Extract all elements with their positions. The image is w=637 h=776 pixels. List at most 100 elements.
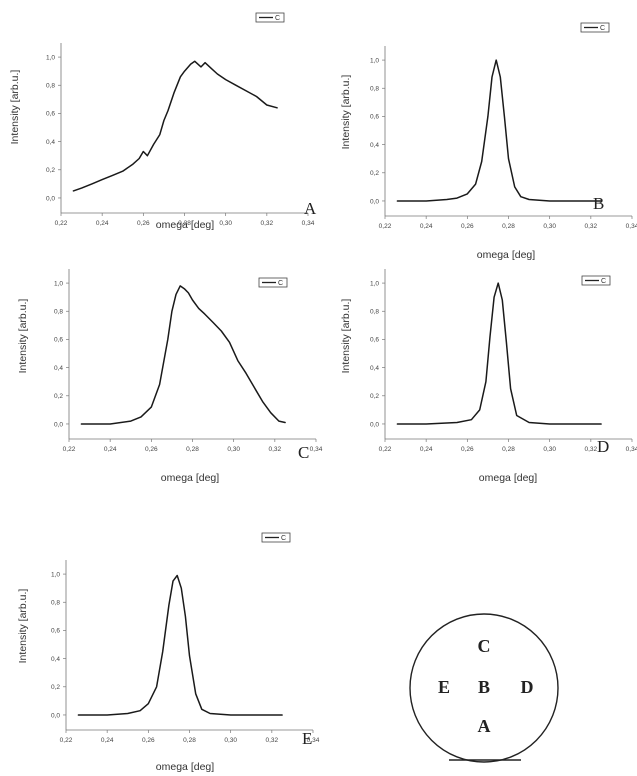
panel-label-d: D xyxy=(597,437,609,456)
y-tick-label: 0,4 xyxy=(51,656,60,663)
x-tick-label: 0,24 xyxy=(420,446,433,453)
y-tick-label: 0,0 xyxy=(51,712,60,719)
y-tick-label: 0,2 xyxy=(54,393,63,400)
x-tick-label: 0,22 xyxy=(63,446,76,453)
y-tick-label: 0,4 xyxy=(370,365,379,372)
panel-label-e: E xyxy=(302,729,312,748)
legend-text: C xyxy=(601,278,606,285)
wafer-label-bottom: A xyxy=(478,716,491,736)
panel-d: 0,22 0,24 0,26 0,28 0,30 0,32 0,34 0,0 0,2 0,4 0,6… xyxy=(340,269,637,484)
y-tick-label: 1,0 xyxy=(54,280,63,287)
y-tick-label: 0,6 xyxy=(46,111,55,118)
legend: C xyxy=(258,277,288,288)
x-tick-label: 0,30 xyxy=(219,220,232,227)
y-tick-label: 0,6 xyxy=(370,337,379,344)
x-tick-label: 0,30 xyxy=(224,737,237,744)
series-line-a xyxy=(72,60,278,192)
x-tick-label: 0,34 xyxy=(626,223,637,230)
x-tick-label: 0,28 xyxy=(186,446,199,453)
x-tick-label: 0,34 xyxy=(310,446,323,453)
wafer-label-left: E xyxy=(438,677,450,697)
x-tick-label: 0,32 xyxy=(585,446,598,453)
y-tick-label: 1,0 xyxy=(46,54,55,61)
x-tick-label: 0,32 xyxy=(269,446,282,453)
x-tick-label: 0,22 xyxy=(55,220,68,227)
panel-e: 0,22 0,24 0,26 0,28 0,30 0,32 0,34 0,0 0,2 0,4 0,6… xyxy=(17,532,320,773)
legend: C xyxy=(580,22,610,33)
y-tick-label: 0,6 xyxy=(370,114,379,121)
x-tick-label: 0,30 xyxy=(543,446,556,453)
x-tick-label: 0,32 xyxy=(261,220,274,227)
x-axis-label: omega [deg] xyxy=(156,761,214,773)
x-tick-label: 0,30 xyxy=(227,446,240,453)
y-tick-label: 0,6 xyxy=(54,337,63,344)
series-line-d xyxy=(396,282,602,425)
x-tick-label: 0,22 xyxy=(379,223,392,230)
legend-text: C xyxy=(281,535,286,542)
x-tick-label: 0,34 xyxy=(626,446,637,453)
x-tick-label: 0,24 xyxy=(96,220,109,227)
x-tick-label: 0,24 xyxy=(104,446,117,453)
x-axis-label: omega [deg] xyxy=(161,472,219,484)
x-axis-label: omega [deg] xyxy=(156,219,214,231)
y-tick-label: 0,2 xyxy=(51,684,60,691)
wafer-map: C E B D A xyxy=(409,613,559,763)
x-tick-label: 0,34 xyxy=(302,220,315,227)
y-axis-label: Intensity [arb.u.] xyxy=(340,75,352,150)
panel-b: 0,22 0,24 0,26 0,28 0,30 0,32 0,34 0,0 0,2 0,4 0,6… xyxy=(340,22,637,261)
x-tick-label: 0,28 xyxy=(502,446,515,453)
panel-a: 0,22 0,24 0,26 0,28 0,30 0,32 0,34 0,0 0,2 0,4 0,6… xyxy=(9,12,317,231)
y-tick-label: 0,2 xyxy=(370,393,379,400)
y-tick-label: 0,0 xyxy=(370,198,379,205)
x-tick-label: 0,26 xyxy=(461,446,474,453)
wafer-label-center: B xyxy=(478,677,490,697)
y-tick-label: 1,0 xyxy=(370,57,379,64)
x-tick-label: 0,26 xyxy=(145,446,158,453)
wafer-label-right: D xyxy=(521,677,534,697)
x-tick-label: 0,32 xyxy=(266,737,279,744)
panel-label-a: A xyxy=(304,199,317,218)
y-tick-label: 1,0 xyxy=(370,280,379,287)
x-tick-label: 0,24 xyxy=(420,223,433,230)
wafer-label-top: C xyxy=(478,636,491,656)
x-tick-label: 0,28 xyxy=(178,220,191,227)
y-tick-label: 0,0 xyxy=(54,421,63,428)
y-axis-label: Intensity [arb.u.] xyxy=(340,299,352,374)
y-tick-label: 0,4 xyxy=(54,365,63,372)
legend-text: C xyxy=(600,25,605,32)
x-tick-label: 0,22 xyxy=(60,737,73,744)
y-tick-label: 0,8 xyxy=(51,600,60,607)
panel-label-c: C xyxy=(298,443,309,462)
y-tick-label: 0,2 xyxy=(46,167,55,174)
x-tick-label: 0,26 xyxy=(142,737,155,744)
x-tick-label: 0,22 xyxy=(379,446,392,453)
y-tick-label: 0,4 xyxy=(46,139,55,146)
x-tick-label: 0,28 xyxy=(183,737,196,744)
y-tick-label: 0,8 xyxy=(370,86,379,93)
y-tick-label: 0,4 xyxy=(370,142,379,149)
panel-c: 0,22 0,24 0,26 0,28 0,30 0,32 0,34 0,0 0,2 0,4 0,6… xyxy=(17,269,323,484)
x-axis-label: omega [deg] xyxy=(477,249,535,261)
y-axis-label: Intensity [arb.u.] xyxy=(9,70,21,145)
series-line-b xyxy=(396,59,602,202)
legend-text: C xyxy=(275,15,280,22)
y-tick-label: 0,0 xyxy=(370,421,379,428)
panels-group: 0,22 0,24 0,26 0,28 0,30 0,32 0,34 0,0 0,2 0,4 0,6… xyxy=(9,12,637,773)
y-tick-label: 0,6 xyxy=(51,628,60,635)
x-tick-label: 0,24 xyxy=(101,737,114,744)
x-tick-label: 0,28 xyxy=(502,223,515,230)
y-tick-label: 0,2 xyxy=(370,170,379,177)
panel-label-b: B xyxy=(593,194,604,213)
x-axis-label: omega [deg] xyxy=(479,472,537,484)
y-tick-label: 1,0 xyxy=(51,571,60,578)
y-tick-label: 0,8 xyxy=(370,309,379,316)
wafer-outline xyxy=(409,613,559,763)
y-axis-label: Intensity [arb.u.] xyxy=(17,589,29,664)
x-tick-label: 0,34 xyxy=(307,737,320,744)
legend-text: C xyxy=(278,280,283,287)
legend: C xyxy=(255,12,285,23)
legend: C xyxy=(261,532,291,543)
legend: C xyxy=(581,275,611,286)
series-line-c xyxy=(80,285,286,425)
